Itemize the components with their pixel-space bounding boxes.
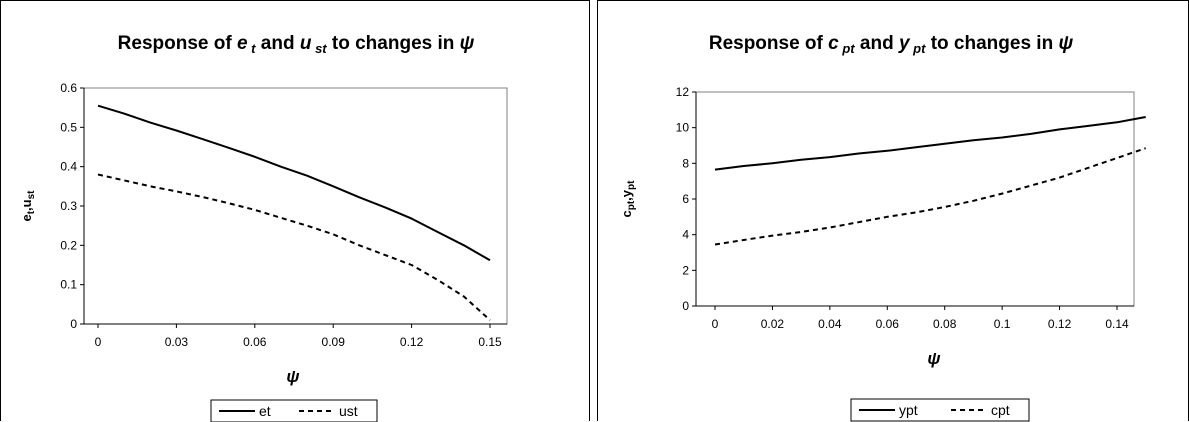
x-tick-label: 0.03 xyxy=(165,335,189,349)
title-subscript: st xyxy=(311,41,327,56)
title-symbol: u xyxy=(300,33,312,54)
title-text: to changes in xyxy=(327,33,460,54)
title-text: Response of xyxy=(118,33,237,54)
title-symbol: e xyxy=(237,33,248,54)
y-tick-label: 0 xyxy=(70,317,77,331)
y-tick-label: 2 xyxy=(682,263,689,277)
title-symbol: c xyxy=(828,33,839,54)
title-text: to changes in xyxy=(925,33,1058,54)
x-tick-label: 0.15 xyxy=(478,335,502,349)
y-axis-label: et,ust xyxy=(19,190,37,222)
title-text: and xyxy=(855,33,899,54)
x-tick-label: 0.1 xyxy=(994,317,1011,331)
x-tick-label: 0.12 xyxy=(1048,317,1072,331)
legend-label-ust: ust xyxy=(339,403,358,419)
y-label-subscript: t xyxy=(26,210,37,214)
y-tick-label: 0.2 xyxy=(60,238,77,252)
title-subscript: pt xyxy=(910,41,927,56)
y-tick-label: 0.6 xyxy=(60,81,77,95)
y-axis-label: cpt,ypt xyxy=(619,180,637,218)
plot-area xyxy=(83,87,508,325)
chart-title: Response of c pt and y pt to changes in … xyxy=(709,33,1074,56)
x-tick-label: 0 xyxy=(712,317,719,331)
y-tick-label: 0.1 xyxy=(60,278,77,292)
title-subscript: t xyxy=(248,41,257,56)
title-symbol: ψ xyxy=(1058,33,1073,54)
series-line-et xyxy=(97,104,491,262)
y-tick-label: 0.4 xyxy=(60,160,77,174)
title-text: and xyxy=(256,33,300,54)
legend-label-cpt: cpt xyxy=(991,402,1010,418)
title-subscript: pt xyxy=(839,41,856,56)
legend-box xyxy=(210,399,378,422)
title-text: Response of xyxy=(709,33,828,54)
x-tick-label: 0.06 xyxy=(876,317,900,331)
y-label-subscript: pt xyxy=(626,200,637,210)
chart-panel-left: Response of e t and u st to changes in ψ… xyxy=(0,0,590,422)
x-tick-label: 0.06 xyxy=(243,335,267,349)
title-symbol: ψ xyxy=(460,33,475,54)
y-tick-label: 10 xyxy=(676,121,690,135)
x-axis-label: ψ xyxy=(927,349,940,368)
legend-label-ypt: ypt xyxy=(899,402,918,418)
x-tick-label: 0.09 xyxy=(322,335,346,349)
title-symbol: y xyxy=(898,33,911,54)
chart-right-svg: Response of c pt and y pt to changes in … xyxy=(619,33,1147,422)
series-line-ypt xyxy=(714,116,1146,171)
y-label-subscript: st xyxy=(26,190,37,200)
y-tick-label: 6 xyxy=(682,192,689,206)
chart-title: Response of e t and u st to changes in ψ xyxy=(118,33,475,56)
y-tick-label: 12 xyxy=(676,85,690,99)
chart-panel-right: Response of c pt and y pt to changes in … xyxy=(597,0,1189,422)
series-line-cpt xyxy=(714,147,1147,246)
x-tick-label: 0.08 xyxy=(933,317,957,331)
x-tick-label: 0.02 xyxy=(761,317,785,331)
y-label-part: u xyxy=(19,199,34,207)
y-label-part: e xyxy=(19,214,34,221)
x-tick-label: 0.12 xyxy=(400,335,424,349)
x-axis-label: ψ xyxy=(286,367,299,386)
y-tick-label: 0 xyxy=(682,299,689,313)
x-tick-label: 0.04 xyxy=(818,317,842,331)
legend-label-et: et xyxy=(259,403,271,419)
y-tick-label: 8 xyxy=(682,156,689,170)
y-label-part: , xyxy=(619,197,634,201)
plot-area xyxy=(695,91,1135,307)
x-tick-label: 0.14 xyxy=(1105,317,1129,331)
y-tick-label: 4 xyxy=(682,228,689,242)
y-label-part: y xyxy=(619,189,634,197)
y-label-part: , xyxy=(19,207,34,211)
y-label-subscript: pt xyxy=(626,180,637,190)
x-tick-label: 0 xyxy=(95,335,102,349)
chart-left-svg: Response of e t and u st to changes in ψ… xyxy=(19,33,508,422)
y-label-part: c xyxy=(619,210,634,217)
y-tick-label: 0.5 xyxy=(60,120,77,134)
series-line-ust xyxy=(97,173,491,321)
y-tick-label: 0.3 xyxy=(60,199,77,213)
